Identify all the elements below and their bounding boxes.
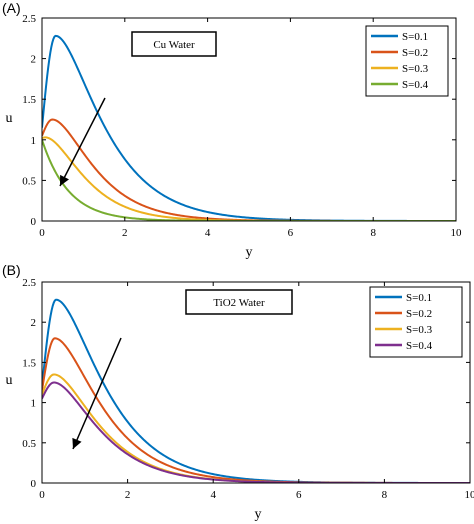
series-line-3 [42,373,470,483]
y-tick-label: 0 [31,216,37,228]
y-tick-label: 2 [31,317,37,329]
y-tick-label: 2 [31,54,37,66]
trend-arrowhead [60,174,70,186]
y-axis-label: u [6,111,13,126]
trend-arrow [72,337,122,450]
legend-entry: S=0.1 [406,292,432,304]
x-tick-label: 2 [122,227,128,239]
annotation-text: TiO2 Water [213,297,265,309]
x-tick-label: 8 [370,227,376,239]
legend-entry: S=0.2 [406,308,432,320]
legend-entry: S=0.4 [402,79,429,91]
y-tick-label: 2.5 [22,277,36,289]
x-tick-label: 6 [288,227,294,239]
trend-arrow [59,97,106,187]
x-tick-label: 0 [39,489,45,501]
series-line-2 [42,118,456,221]
x-tick-label: 0 [39,227,45,239]
y-tick-label: 1.5 [22,357,36,369]
y-tick-label: 2.5 [22,13,36,25]
axes-frame [41,17,457,222]
x-tick-label: 8 [382,489,388,501]
legend-entry: S=0.2 [402,47,428,59]
annotation-text: Cu Water [153,39,195,51]
legend-entry: S=0.3 [406,324,433,336]
chart-panel-a: (A) 0 2 4 6 8 10 0 0.5 1 1.5 2 2.5 y u Cu Water S=0.1 S=0… [2,0,462,260]
y-tick-label: 1 [31,398,37,410]
x-tick-label: 2 [125,489,131,501]
x-tick-label: 4 [205,227,211,239]
series-line-4 [42,139,456,221]
axes-frame [41,281,471,484]
series-line-2 [42,337,470,483]
x-axis-label: y [246,245,253,260]
legend-entry: S=0.1 [402,31,428,43]
y-tick-label: 1.5 [22,94,36,106]
x-tick-label: 4 [210,489,216,501]
legend-entry: S=0.4 [406,340,433,352]
x-axis-label: y [255,507,262,522]
y-tick-label: 1 [31,135,37,147]
annotation-box [131,31,217,57]
y-tick-label: 0.5 [22,175,36,187]
panel-label: (B) [2,262,21,278]
legend-entry: S=0.3 [402,63,429,75]
y-tick-label: 0 [31,478,37,490]
y-tick-label: 0.5 [22,438,36,450]
annotation-box [185,289,293,315]
x-tick-label: 10 [451,227,463,239]
chart-panel-b: (B) 0 2 4 6 8 10 0 0.5 1 1.5 2 2.5 y u TiO2 Water S=0.1 S… [2,262,474,522]
y-axis-label: u [6,373,13,388]
x-tick-label: 6 [296,489,302,501]
trend-arrowhead [72,437,82,449]
x-tick-label: 10 [465,489,474,501]
panel-label: (A) [2,0,21,16]
